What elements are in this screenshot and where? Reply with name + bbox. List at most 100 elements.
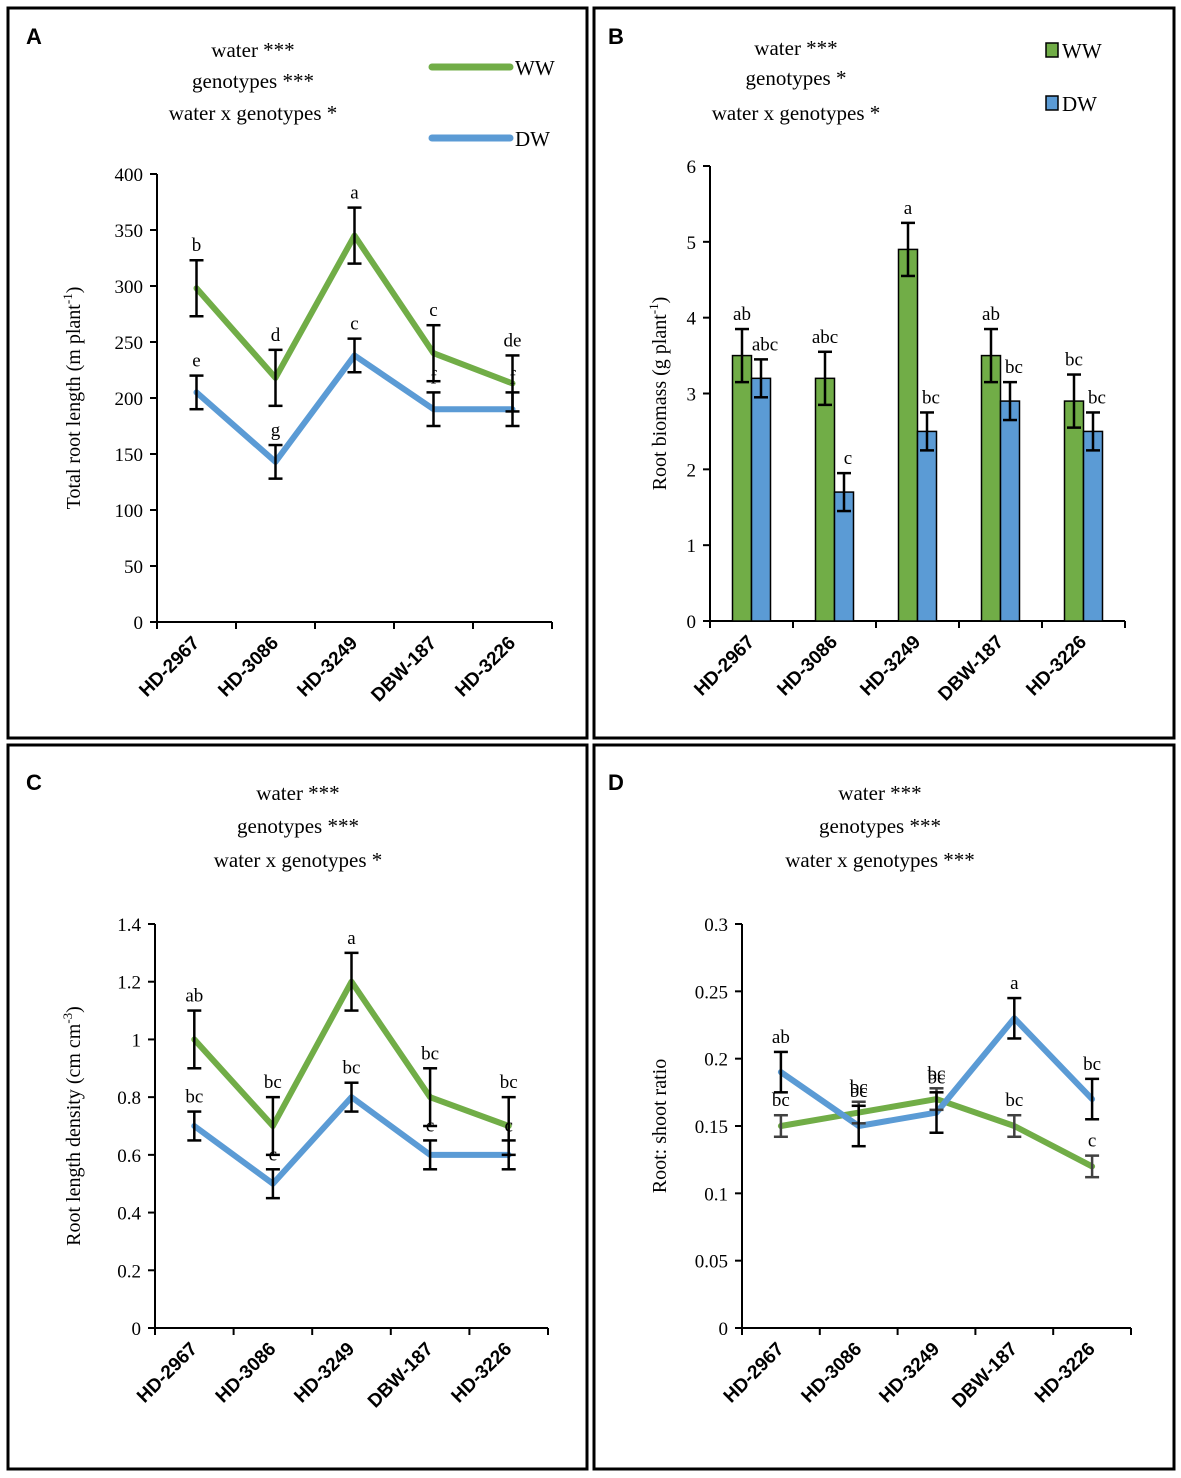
category-label: DBW-187 — [367, 633, 441, 707]
y-axis-label-superscript: -3 — [60, 1013, 75, 1024]
significance-letter: bc — [185, 1087, 203, 1108]
category-label: HD-3249 — [856, 632, 925, 701]
significance-letter: ab — [982, 304, 1000, 325]
y-axis-label: Root length density (cm cm-3) — [60, 1006, 85, 1246]
y-tick-label: 1.2 — [117, 973, 141, 994]
significance-letter: b — [192, 235, 202, 256]
stats-annotation: genotypes *** — [237, 814, 359, 838]
category-label: HD-2967 — [133, 1339, 202, 1408]
category-label: HD-3249 — [290, 1339, 359, 1408]
significance-letter: c — [844, 448, 852, 469]
panel-frame — [6, 743, 589, 1471]
y-axis-label-end: ) — [649, 297, 671, 304]
y-axis-label: Root: shoot ratio — [649, 1059, 671, 1193]
y-tick-label: 350 — [115, 221, 144, 242]
y-tick-label: 2 — [687, 460, 697, 481]
category-label: HD-2967 — [135, 633, 204, 702]
bar-dw — [916, 430, 938, 622]
y-tick-label: 0.2 — [117, 1261, 141, 1282]
significance-letter: bc — [500, 1072, 518, 1093]
significance-letter: bc — [922, 387, 940, 408]
significance-letter: bc — [264, 1072, 282, 1093]
y-tick-label: 0 — [134, 613, 144, 634]
stats-annotation: water x genotypes * — [214, 848, 383, 872]
y-tick-label: 400 — [115, 165, 144, 186]
significance-letter: c — [426, 1115, 434, 1136]
category-label: HD-3086 — [798, 1339, 867, 1408]
category-label: HD-3086 — [773, 632, 842, 701]
bar-dw — [750, 377, 772, 622]
y-tick-label: 0 — [132, 1319, 142, 1340]
category-label: HD-2967 — [720, 1339, 789, 1408]
category-label: DBW-187 — [948, 1339, 1022, 1413]
y-tick-label: 0.25 — [695, 982, 728, 1003]
category-label: DBW-187 — [364, 1339, 438, 1413]
category-label: HD-3226 — [448, 1339, 517, 1408]
significance-letter: c — [504, 1115, 512, 1136]
significance-letter: de — [504, 330, 522, 351]
significance-letter: bc — [772, 1090, 790, 1111]
bar-ww — [980, 354, 1002, 622]
y-tick-label: 6 — [687, 157, 697, 178]
y-tick-label: 0.3 — [704, 915, 728, 936]
bar-ww — [731, 354, 753, 622]
bar-dw — [1082, 430, 1104, 622]
significance-letter: a — [904, 198, 913, 219]
y-tick-label: 4 — [687, 309, 697, 330]
y-tick-label: 0.15 — [695, 1117, 728, 1138]
stats-annotation: water *** — [211, 38, 294, 62]
legend-label-ww: WW — [1062, 39, 1102, 63]
y-axis-label: Total root length (m plant-1) — [60, 287, 85, 510]
significance-letter: f — [430, 367, 437, 388]
category-label: HD-3086 — [212, 1339, 281, 1408]
y-axis-label: Root biomass (g plant-1) — [646, 297, 671, 491]
y-tick-label: 0.4 — [117, 1204, 141, 1225]
y-axis-label-text: Root biomass (g plant — [649, 314, 671, 491]
stats-annotation: water x genotypes * — [712, 101, 881, 125]
stats-annotation: genotypes * — [746, 66, 847, 90]
category-label: HD-3086 — [214, 633, 283, 702]
y-tick-label: 200 — [115, 389, 144, 410]
legend-swatch-ww — [1045, 42, 1059, 58]
significance-letter: bc — [1005, 1090, 1023, 1111]
significance-letter: ab — [772, 1027, 790, 1048]
significance-letter: d — [271, 325, 281, 346]
y-tick-label: 50 — [124, 557, 143, 578]
category-label: DBW-187 — [934, 632, 1008, 706]
significance-letter: ab — [185, 986, 203, 1007]
y-tick-label: 250 — [115, 333, 144, 354]
y-tick-label: 0.05 — [695, 1252, 728, 1273]
stats-annotation: water x genotypes * — [169, 101, 338, 125]
significance-letter: ab — [733, 304, 751, 325]
significance-letter: c — [429, 300, 437, 321]
y-tick-label: 1 — [687, 536, 697, 557]
y-tick-label: 0.8 — [117, 1088, 141, 1109]
stats-annotation: water *** — [838, 781, 921, 805]
stats-annotation: genotypes *** — [819, 814, 941, 838]
category-label: HD-3249 — [293, 633, 362, 702]
y-tick-label: 1 — [132, 1030, 142, 1051]
bar-ww — [1063, 400, 1085, 622]
significance-letter: abc — [752, 334, 778, 355]
significance-letter: a — [347, 928, 356, 949]
significance-letter: c — [350, 314, 358, 335]
significance-letter: c — [1088, 1131, 1096, 1152]
y-axis-label-superscript: -1 — [60, 293, 75, 304]
y-axis-label-end: ) — [63, 287, 85, 294]
significance-letter: bc — [343, 1058, 361, 1079]
significance-letter: bc — [850, 1081, 868, 1102]
stats-annotation: water *** — [754, 36, 837, 60]
panel-letter: A — [26, 24, 42, 49]
y-tick-label: 0.1 — [704, 1184, 728, 1205]
panel-frame — [6, 6, 589, 740]
legend: WW DW — [428, 56, 555, 151]
y-tick-label: 150 — [115, 445, 144, 466]
y-tick-label: 0 — [687, 612, 697, 633]
category-label: HD-3226 — [451, 633, 520, 702]
significance-letter: abc — [812, 327, 838, 348]
category-label: HD-3226 — [1031, 1339, 1100, 1408]
significance-letter: g — [271, 420, 281, 441]
